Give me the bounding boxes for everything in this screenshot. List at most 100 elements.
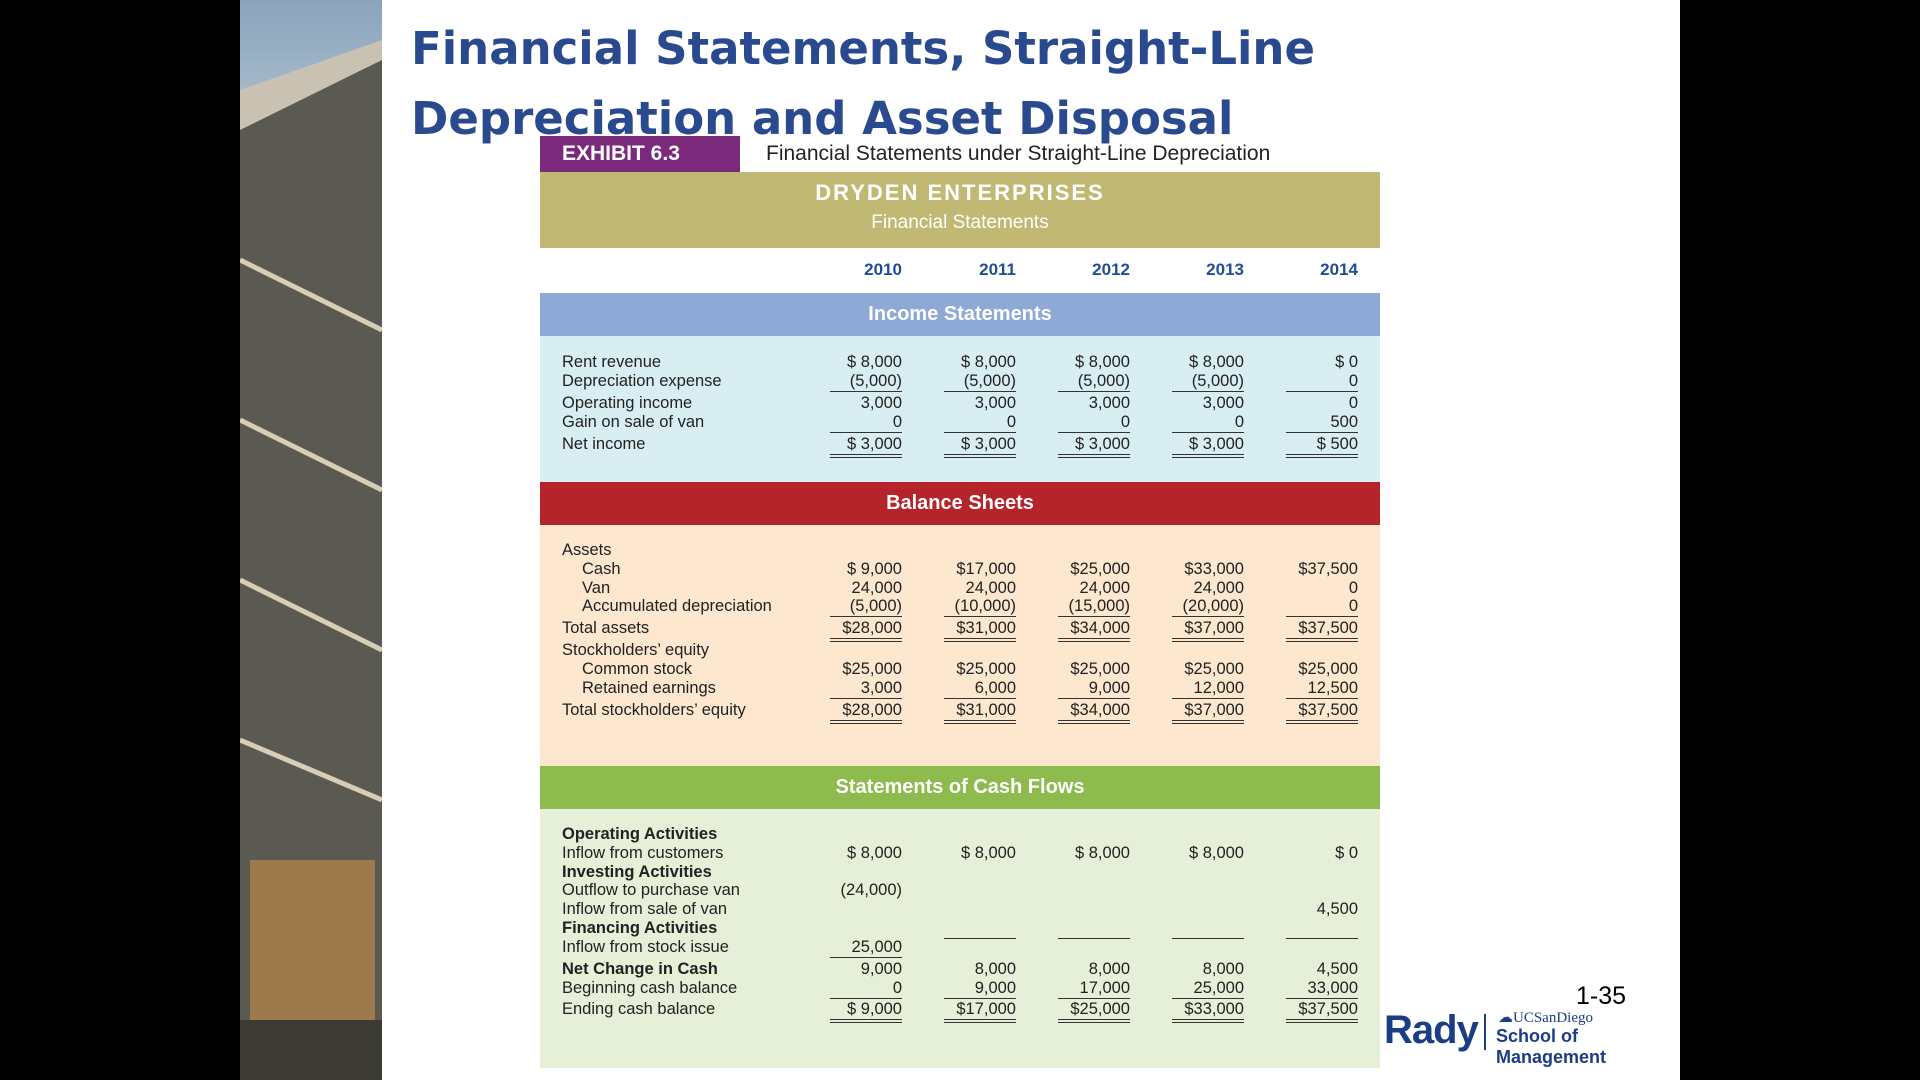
table-row-total-stockholders-equity: Total stockholders’ equity $28,000 $31,000…	[540, 701, 1380, 724]
logo-rady-text: Rady	[1384, 1008, 1479, 1052]
row-label: Operating income	[562, 394, 693, 412]
value-cell: $ 500	[1286, 435, 1358, 458]
value-cell: $ 3,000	[944, 435, 1016, 458]
row-label: Financing Activities	[562, 919, 718, 937]
value-cell: $31,000	[944, 619, 1016, 642]
value-cell: $ 0	[1335, 844, 1358, 862]
value-cell: 24,000	[965, 579, 1016, 597]
value-cell: $25,000	[1070, 560, 1130, 578]
table-subtitle: Financial Statements	[871, 212, 1049, 233]
value-cell: (20,000)	[1172, 597, 1244, 617]
value-cell: $37,000	[1172, 619, 1244, 642]
slide-title: Financial Statements, Straight-Line Depr…	[411, 22, 1315, 145]
row-label: Net income	[562, 435, 646, 453]
value-cell: 3,000	[1202, 394, 1244, 412]
value-cell: 24,000	[851, 579, 902, 597]
row-label: Net Change in Cash	[562, 960, 718, 978]
table-row-inflow-from-stock-issue: Inflow from stock issue 25,000	[540, 938, 1380, 960]
value-cell: $ 3,000	[1172, 435, 1244, 458]
row-label: Beginning cash balance	[562, 979, 738, 997]
row-label: Operating Activities	[562, 825, 718, 843]
logo-school-text: School of Management	[1496, 1026, 1607, 1067]
value-cell: 8,000	[1088, 960, 1130, 978]
value-cell: (5,000)	[1058, 372, 1130, 392]
value-cell: $17,000	[956, 560, 1016, 578]
value-cell: 0	[1348, 394, 1358, 412]
financial-table: DRYDEN ENTERPRISES Financial Statements …	[540, 172, 1380, 1068]
table-row-depreciation-expense: Depreciation expense (5,000) (5,000) (5,000…	[540, 372, 1380, 394]
year-header: 2013	[1206, 260, 1244, 279]
row-label: Stockholders’ equity	[562, 641, 710, 659]
value-cell: 25,000	[830, 938, 902, 958]
value-cell: 3,000	[830, 679, 902, 699]
row-label: Gain on sale of van	[562, 413, 705, 431]
table-row-outflow-to-purchase-van: Outflow to purchase van (24,000)	[540, 881, 1380, 903]
value-cell: 8,000	[974, 960, 1016, 978]
table-row-assets: Assets	[540, 541, 1380, 563]
table-row-beginning-cash-balance: Beginning cash balance 0 9,000 17,000 25,000…	[540, 979, 1380, 1001]
logo-ucsd-text: ☁UCSanDiego	[1498, 1008, 1593, 1027]
value-cell: 0	[1348, 579, 1358, 597]
value-cell: $25,000	[1070, 660, 1130, 678]
table-row-inflow-from-sale-of-van: Inflow from sale of van 4,500	[540, 900, 1380, 922]
value-cell: $25,000	[1058, 1000, 1130, 1023]
value-cell: 24,000	[1193, 579, 1244, 597]
row-label: Inflow from stock issue	[562, 938, 729, 956]
table-row-stockholders-equity: Stockholders’ equity	[540, 641, 1380, 663]
table-row-retained-earnings: Retained earnings 3,000 6,000 9,000 12,000 12…	[540, 679, 1380, 701]
table-row-investing-activities: Investing Activities	[540, 863, 1380, 885]
table-row-operating-activities: Operating Activities	[540, 825, 1380, 847]
value-cell: (5,000)	[944, 372, 1016, 392]
value-cell: 4,500	[1316, 960, 1358, 978]
value-cell: 0	[1286, 597, 1358, 617]
value-cell: $25,000	[842, 660, 902, 678]
value-cell: $ 8,000	[1188, 353, 1244, 371]
value-cell: 0	[1286, 372, 1358, 392]
value-cell: 0	[1058, 413, 1130, 433]
value-cell: $33,000	[1172, 1000, 1244, 1023]
table-row-operating-income: Operating income 3,000 3,000 3,000 3,000 0	[540, 394, 1380, 416]
value-cell: 12,500	[1286, 679, 1358, 699]
value-cell: $ 9,000	[830, 1000, 902, 1023]
cash-flows-header: Statements of Cash Flows	[540, 766, 1380, 809]
trident-icon: ☁	[1498, 1010, 1513, 1026]
value-cell	[1058, 938, 1130, 939]
rady-logo: Rady ☁UCSanDiego School of Management	[1384, 1008, 1664, 1067]
slide: Financial Statements, Straight-Line Depr…	[240, 0, 1680, 1080]
row-label: Total stockholders’ equity	[562, 701, 746, 719]
value-cell: $34,000	[1058, 619, 1130, 642]
year-header: 2014	[1320, 260, 1358, 279]
exhibit-label: EXHIBIT 6.3	[540, 136, 740, 172]
row-label: Cash	[582, 560, 621, 578]
table-row-cash: Cash $ 9,000 $17,000 $25,000 $33,000 $37,500	[540, 560, 1380, 582]
table-row-net-change-in-cash: Net Change in Cash 9,000 8,000 8,000 8,000 4,…	[540, 960, 1380, 982]
value-cell: $28,000	[830, 619, 902, 642]
value-cell: $ 0	[1335, 353, 1358, 371]
value-cell: $25,000	[956, 660, 1016, 678]
value-cell: 24,000	[1079, 579, 1130, 597]
row-label: Retained earnings	[582, 679, 716, 697]
table-row-net-income: Net income $ 3,000 $ 3,000 $ 3,000 $ 3,000 $ …	[540, 435, 1380, 458]
table-row-common-stock: Common stock $25,000 $25,000 $25,000 $25,000…	[540, 660, 1380, 682]
value-cell: $ 3,000	[830, 435, 902, 458]
value-cell: $33,000	[1184, 560, 1244, 578]
value-cell: $ 8,000	[960, 844, 1016, 862]
value-cell: $37,000	[1172, 701, 1244, 724]
row-label: Common stock	[582, 660, 693, 678]
row-label: Accumulated depreciation	[582, 597, 772, 615]
page-number: 1-35	[1576, 982, 1627, 1010]
row-label: Rent revenue	[562, 353, 662, 371]
row-label: Ending cash balance	[562, 1000, 716, 1018]
value-cell: $25,000	[1298, 660, 1358, 678]
value-cell: 9,000	[860, 960, 902, 978]
income-statements-header: Income Statements	[540, 293, 1380, 336]
value-cell: $17,000	[944, 1000, 1016, 1023]
value-cell: $37,500	[1286, 1000, 1358, 1023]
table-row-inflow-from-customers: Inflow from customers $ 8,000 $ 8,000 $ 8,0…	[540, 844, 1380, 866]
building-photo	[240, 0, 382, 1080]
value-cell: (5,000)	[1172, 372, 1244, 392]
value-cell	[944, 938, 1016, 939]
value-cell: 0	[830, 413, 902, 433]
value-cell: 33,000	[1286, 979, 1358, 999]
table-row-accumulated-depreciation: Accumulated depreciation (5,000) (10,000) (…	[540, 597, 1380, 619]
